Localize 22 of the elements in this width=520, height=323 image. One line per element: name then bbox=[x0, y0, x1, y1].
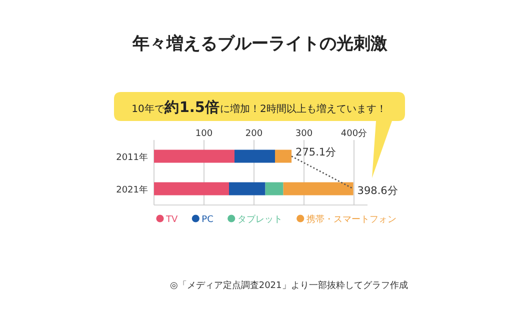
legend-label: PC bbox=[202, 215, 214, 225]
x-tick-label: 100 bbox=[195, 129, 213, 139]
legend-label: TV bbox=[165, 215, 178, 225]
y-tick-label: 2021年 bbox=[116, 184, 148, 196]
bar bbox=[234, 150, 275, 163]
total-label: 398.6分 bbox=[357, 184, 398, 197]
text: ◎「メディア定点調査2021」より一部抜粋してグラフ作成 bbox=[170, 280, 408, 291]
x-tick-label: 200 bbox=[245, 129, 263, 139]
bar bbox=[229, 182, 266, 196]
bar bbox=[283, 182, 354, 196]
legend-label: 携帯・スマートフォン bbox=[306, 214, 396, 225]
x-tick-label: 300 bbox=[295, 129, 313, 139]
legend-label: タブレット bbox=[237, 214, 282, 225]
x-tick-label: 400分 bbox=[340, 128, 368, 139]
chart-title: 年々増えるブルーライトの光刺激 bbox=[132, 33, 388, 54]
total-label: 275.1分 bbox=[296, 146, 337, 158]
bar bbox=[275, 150, 292, 163]
bar bbox=[265, 182, 284, 196]
bar bbox=[154, 182, 229, 196]
y-tick-label: 2011年 bbox=[116, 152, 148, 163]
bar bbox=[154, 150, 234, 163]
text: 10年で約1.5倍に増加！2時間以上も増えています！ bbox=[132, 99, 386, 116]
